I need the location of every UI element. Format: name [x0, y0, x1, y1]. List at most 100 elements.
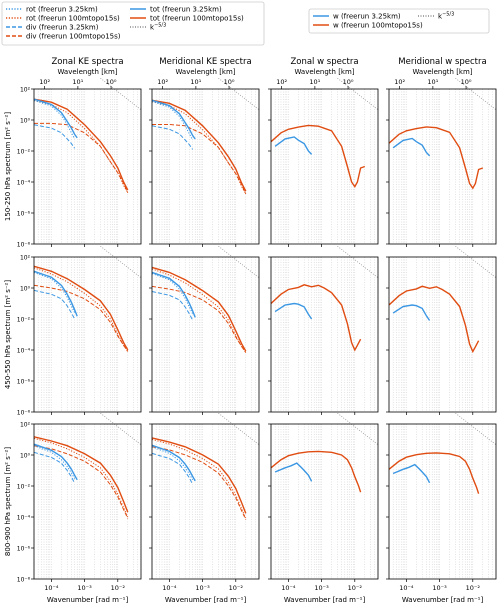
- y-tick-label: 10⁻⁶: [17, 546, 31, 553]
- y-tick-label: 10²: [20, 422, 31, 429]
- series-group: [389, 452, 480, 494]
- panel-r2-c1: 10² 10⁰ 10⁻² 10⁻⁴ 10⁻⁶ 10⁻⁸: [17, 245, 142, 417]
- top-tick-label: 10²: [157, 78, 168, 86]
- top-tick-label: 10⁰: [461, 78, 472, 86]
- ref-k53-line: [455, 412, 497, 446]
- series-group: [271, 450, 362, 493]
- legend-entry-label: div (freerun 100mtopo15s): [26, 33, 121, 41]
- top-axis-label: Wavelength [km]: [412, 68, 472, 76]
- axes-frame: [388, 423, 497, 580]
- axes-frame: [33, 256, 142, 413]
- y-tick-label: 10⁻²: [17, 484, 31, 491]
- series-w-lr: [392, 304, 431, 321]
- legend-entry-label: rot (freerun 3.25km): [26, 6, 98, 14]
- ref-k53-line: [100, 77, 142, 111]
- series-rot-lr: [34, 100, 76, 140]
- legend-entry-label: k−5/3: [438, 12, 454, 21]
- top-axis-label: Wavelength [km]: [175, 68, 235, 76]
- panel-r3-c4: 10⁻⁴ 10⁻³ 10⁻² Wavenumber [rad m⁻¹]: [386, 412, 497, 604]
- series-div-hr: [34, 284, 129, 352]
- panel-r1-c3: 10² 10¹ 10⁰ Wavelength [km]Zonal w spectra: [268, 57, 379, 247]
- top-tick-label: 10¹: [427, 78, 438, 86]
- series-tot-hr: [152, 266, 247, 352]
- top-tick-label: 10⁰: [343, 78, 354, 86]
- column-title: Zonal KE spectra: [51, 57, 123, 67]
- column-title: Meridional w spectra: [398, 57, 486, 67]
- series-w-hr: [271, 450, 362, 493]
- panel-r1-c1: 10² 10⁰ 10⁻² 10⁻⁴ 10⁻⁶ 10⁻⁸ 10² 10¹ 10⁰ Wavelengt…: [17, 57, 142, 249]
- top-tick-label: 10²: [39, 78, 50, 86]
- ref-k53-line: [100, 245, 142, 279]
- ref-k53-line: [218, 245, 260, 279]
- bottom-axis-label: Wavenumber [rad m⁻¹]: [165, 596, 247, 604]
- series-div-hr: [152, 285, 247, 353]
- series-group: [152, 437, 247, 520]
- series-rot-lr: [152, 101, 194, 141]
- series-div-lr: [34, 451, 76, 484]
- series-tot-lr: [34, 98, 78, 139]
- series-div-lr: [34, 289, 76, 320]
- panel-r1-c4: 10² 10¹ 10⁰ Wavelength [km]Meridional w spe…: [386, 57, 497, 247]
- axes-frame: [151, 88, 260, 245]
- ref-k53-line: [337, 412, 379, 446]
- y-tick-label: 10⁻⁴: [17, 180, 31, 187]
- series-tot-hr: [34, 436, 129, 513]
- series-div-lr: [152, 125, 194, 150]
- series-group: [389, 285, 480, 354]
- top-tick-label: 10¹: [309, 78, 320, 86]
- ref-k53-line: [218, 77, 260, 111]
- series-w-hr: [271, 124, 366, 189]
- legend-sup: −5/3: [442, 12, 454, 18]
- x-tick-label: 10⁻³: [195, 584, 210, 592]
- ref-k53-line: [337, 245, 379, 279]
- top-axis-label: Wavelength [km]: [294, 68, 354, 76]
- x-tick-label: 10⁻³: [77, 584, 92, 592]
- series-rot-lr: [34, 445, 76, 479]
- series-tot-lr: [34, 443, 78, 481]
- ref-k53-line: [100, 412, 142, 446]
- series-div-lr: [152, 452, 194, 485]
- row-label: 800-900 hPa spectrum [m² s⁻²]: [4, 447, 12, 556]
- top-tick-label: 10⁰: [106, 78, 117, 86]
- series-rot-lr: [34, 272, 76, 314]
- series-div-hr: [152, 446, 247, 520]
- series-div-hr: [152, 124, 247, 195]
- ref-k53-line: [455, 77, 497, 111]
- legend-entry-label: w (freerun 3.25km): [333, 13, 401, 21]
- top-axis-label: Wavelength [km]: [57, 68, 117, 76]
- axes-frame: [151, 256, 260, 413]
- series-div-hr: [34, 122, 129, 194]
- series-tot-lr: [152, 99, 196, 140]
- series-group: [34, 265, 129, 352]
- panel-r2-c3: [268, 245, 379, 415]
- series-group: [152, 266, 247, 353]
- column-title: Meridional KE spectra: [159, 57, 251, 67]
- legend-entry-label: tot (freerun 3.25km): [150, 6, 222, 14]
- series-group: [271, 124, 366, 189]
- series-group: [389, 126, 484, 190]
- legend-entry-label: tot (freerun 100mtopo15s): [150, 15, 244, 23]
- axes-frame: [388, 88, 497, 245]
- y-tick-label: 10²: [20, 87, 31, 94]
- y-tick-label: 10⁻⁶: [17, 211, 31, 218]
- legend-w-frame: [308, 8, 490, 34]
- series-w-lr: [392, 463, 431, 484]
- y-tick-label: 10⁻⁸: [17, 242, 31, 249]
- series-w-hr: [389, 126, 484, 190]
- panel-r2-c4: [386, 245, 497, 415]
- legend-ke: rot (freerun 3.25km)rot (freerun 100mtop…: [1, 1, 265, 46]
- legend-entry-label: rot (freerun 100mtopo15s): [26, 15, 120, 23]
- panel-r3-c1: 10² 10⁰ 10⁻² 10⁻⁴ 10⁻⁶ 10⁻⁸ 10⁻⁴ 10⁻³ 10⁻² Wavenu…: [17, 412, 142, 604]
- y-tick-label: 10⁻⁸: [17, 577, 31, 584]
- y-tick-label: 10⁻⁶: [17, 379, 31, 386]
- x-tick-label: 10⁻²: [111, 584, 126, 592]
- series-tot-hr: [152, 437, 247, 514]
- x-tick-label: 10⁻³: [314, 584, 329, 592]
- ref-k53-line: [337, 77, 379, 111]
- series-rot-lr: [152, 446, 194, 480]
- legend-entry-label: div (freerun 3.25km): [26, 24, 99, 32]
- series-w-hr: [389, 452, 480, 494]
- x-tick-label: 10⁻²: [466, 584, 481, 592]
- series-div-hr: [34, 445, 129, 519]
